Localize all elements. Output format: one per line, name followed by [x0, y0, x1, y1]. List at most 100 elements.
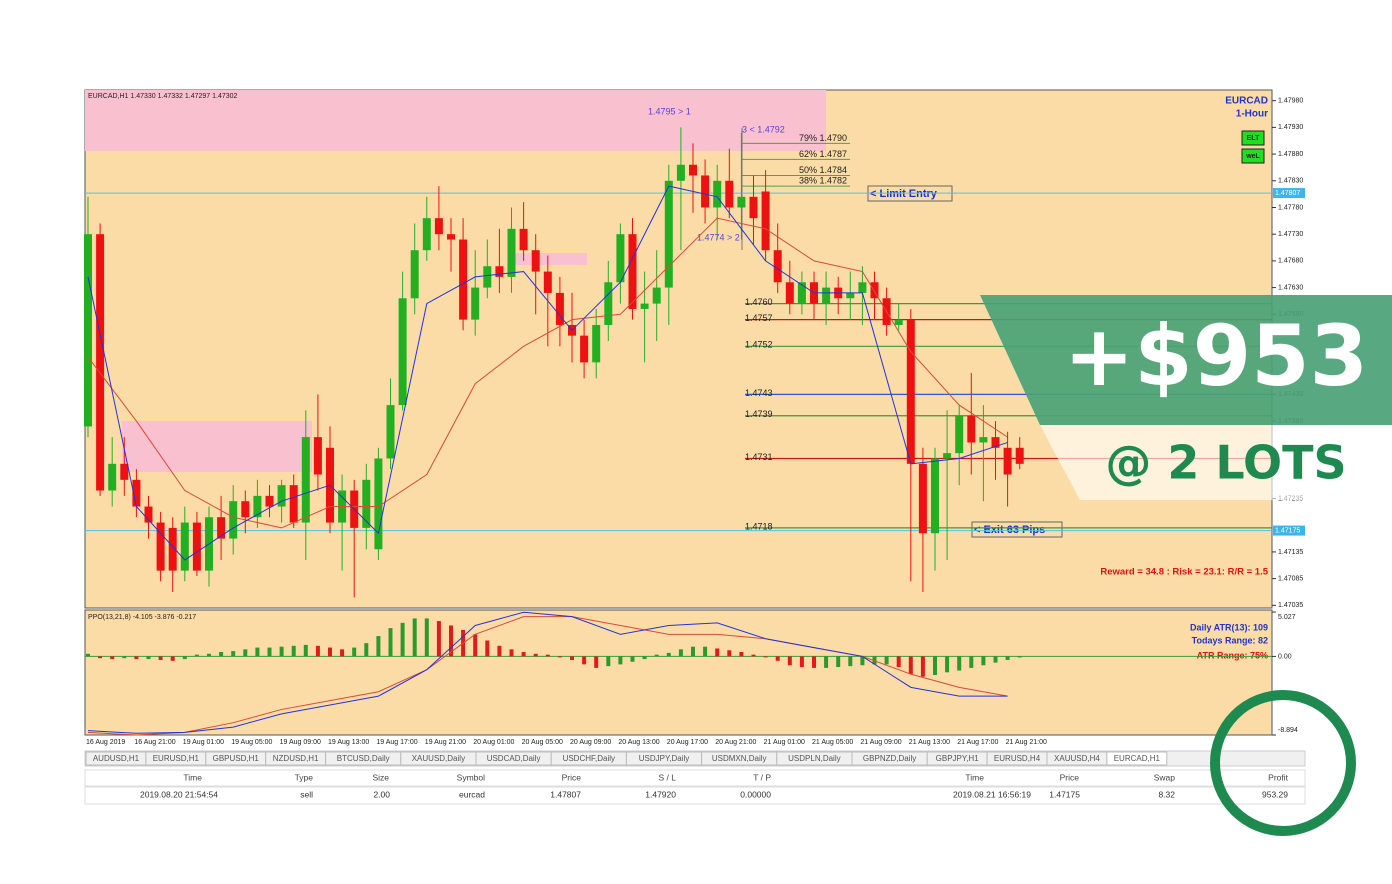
- annotation: 3 < 1.4792: [742, 124, 785, 134]
- tab-label[interactable]: EURCAD,H1: [1114, 754, 1161, 763]
- tab-label[interactable]: EURUSD,H4: [994, 754, 1041, 763]
- candle-body: [132, 479, 141, 507]
- table-cell: 2019.08.20 21:54:54: [140, 789, 218, 799]
- x-tick-label: 20 Aug 17:00: [667, 739, 708, 746]
- ppo-bar: [739, 651, 744, 657]
- candle-body: [120, 463, 129, 480]
- ppo-bar: [703, 646, 708, 657]
- candle-body: [301, 437, 310, 523]
- exit-label: < Exit 63 Pips: [974, 524, 1045, 536]
- moving-average: [87, 217, 1008, 529]
- ppo-bar: [691, 646, 695, 657]
- tab-label[interactable]: USDCHF,Daily: [563, 754, 615, 763]
- candle-body: [192, 522, 201, 571]
- tab-label[interactable]: XAUUSD,H4: [1054, 754, 1100, 763]
- table-header: Time: [965, 772, 984, 782]
- candle-body: [241, 501, 250, 518]
- ppo-bar: [606, 656, 611, 667]
- timeframe: 1-Hour: [1236, 109, 1268, 120]
- level-label: 1.4739: [745, 409, 773, 419]
- candle-body: [519, 228, 528, 251]
- tab-label[interactable]: GBPJPY,H1: [936, 754, 980, 763]
- table-cell: sell: [300, 789, 313, 799]
- atr-range-info: ATR Range: 75%: [1197, 650, 1268, 660]
- candle-body: [797, 282, 806, 304]
- table-header: Price: [1060, 772, 1080, 782]
- tab-label[interactable]: BTCUSD,Daily: [337, 754, 390, 763]
- range-info: Todays Range: 82: [1192, 635, 1268, 645]
- ppo-bar: [570, 656, 574, 660]
- ppo-bar: [945, 656, 950, 673]
- fib-label: 79% 1.4790: [799, 133, 847, 143]
- ppo-bar: [630, 656, 635, 662]
- marker-label-bg: [1273, 525, 1305, 536]
- candle-body: [737, 196, 746, 208]
- table-cell: 1.47807: [550, 789, 581, 799]
- tab-label[interactable]: NZDUSD,H1: [273, 754, 319, 763]
- candle-body: [773, 250, 782, 283]
- marker-label: 1.47807: [1275, 190, 1300, 197]
- profit-banner: [980, 295, 1392, 425]
- ppo-bar: [557, 656, 562, 658]
- candle-body: [1003, 447, 1012, 475]
- x-tick-label: 21 Aug 17:00: [957, 739, 998, 746]
- button-label[interactable]: ELT: [1247, 135, 1260, 142]
- level-label: 1.4731: [745, 452, 773, 462]
- candle-body: [362, 479, 371, 528]
- ppo-bar: [110, 656, 115, 660]
- tab[interactable]: [1106, 751, 1168, 766]
- tab-label[interactable]: AUDUSD,H1: [93, 754, 140, 763]
- candle-body: [628, 234, 637, 309]
- tab-label[interactable]: GBPNZD,Daily: [863, 754, 916, 763]
- ppo-bar: [594, 656, 599, 668]
- x-tick-label: 21 Aug 13:00: [909, 739, 950, 746]
- candle-body: [144, 506, 153, 523]
- ppo-bar: [860, 656, 865, 666]
- ppo-bar: [207, 653, 211, 657]
- tab-label[interactable]: USDJPY,Daily: [639, 754, 690, 763]
- candle-body: [906, 319, 915, 464]
- ppo-bar: [848, 656, 853, 667]
- ppo-bar: [98, 656, 103, 659]
- candle-body: [822, 287, 831, 304]
- candle-body: [543, 271, 552, 293]
- marker-label: 1.47175: [1275, 527, 1300, 534]
- candle-body: [870, 282, 879, 299]
- level-label: 1.4752: [745, 340, 773, 350]
- candle-body: [689, 164, 697, 176]
- tab-label[interactable]: XAUUSD,Daily: [412, 754, 465, 763]
- button[interactable]: [1241, 148, 1265, 164]
- ppo-bar: [799, 656, 804, 668]
- candle-body: [156, 522, 165, 571]
- ppo-bar: [134, 656, 139, 660]
- candle-body: [991, 437, 1000, 448]
- table-cell: 1.47920: [645, 789, 676, 799]
- candle-body: [713, 180, 722, 208]
- y-tick-label: 1.47135: [1278, 549, 1303, 556]
- ppo-tick-label: 5.027: [1278, 614, 1296, 621]
- ppo-panel: [84, 609, 1273, 736]
- supply-zone: [85, 90, 826, 151]
- ppo-bar: [993, 656, 998, 663]
- x-tick-label: 20 Aug 01:00: [473, 739, 514, 746]
- candle-body: [265, 495, 274, 507]
- button[interactable]: [1241, 130, 1265, 146]
- tab-label[interactable]: EURUSD,H1: [153, 754, 200, 763]
- table-header: Size: [372, 772, 389, 782]
- demand-zone: [122, 421, 312, 472]
- candle-body: [96, 234, 105, 491]
- candle-body: [943, 453, 952, 459]
- tab-label[interactable]: USDCAD,Daily: [487, 754, 541, 763]
- reward-risk: Reward = 34.8 : Risk = 23.1: R/R = 1.5: [1100, 567, 1268, 578]
- candle-body: [277, 485, 286, 507]
- ppo-bar: [787, 656, 792, 666]
- button-label[interactable]: weL: [1245, 153, 1260, 160]
- tab-label[interactable]: USDPLN,Daily: [788, 754, 840, 763]
- table-row-bg: [84, 786, 1306, 805]
- candle-body: [507, 228, 516, 277]
- tab-label[interactable]: USDMXN,Daily: [712, 754, 767, 763]
- y-tick-label: 1.47830: [1278, 178, 1303, 185]
- ppo-bar: [219, 651, 224, 657]
- tab-label[interactable]: GBPUSD,H1: [213, 754, 260, 763]
- candle-body: [967, 415, 976, 443]
